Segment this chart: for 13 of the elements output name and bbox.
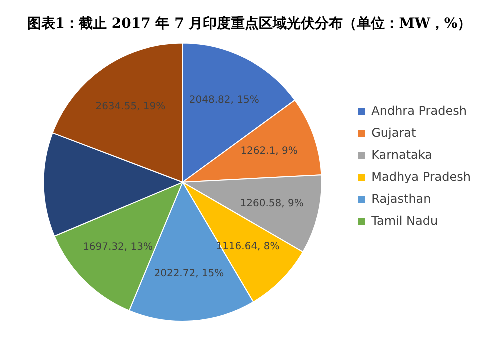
legend-label: Madhya Pradesh: [372, 170, 472, 184]
data-label: 2048.82, 15%: [189, 95, 260, 106]
legend-label: Gujarat: [372, 126, 417, 140]
legend-label: Rajasthan: [372, 192, 432, 206]
data-label: 2634.55, 19%: [96, 101, 166, 112]
legend-label: Karnataka: [372, 148, 432, 162]
data-label: 1260.58, 9%: [240, 198, 304, 210]
legend-label: Tamil Nadu: [370, 214, 438, 228]
data-label: 1262.1, 9%: [240, 146, 298, 158]
data-label: 1697.32, 13%: [83, 242, 154, 254]
data-label: 2022.72, 15%: [154, 268, 224, 280]
legend-label: Andhra Pradesh: [372, 104, 467, 118]
chart-title: 图表1：截止 2017 年 7 月印度重点区域光伏分布（单位：MW，%）: [27, 15, 472, 32]
